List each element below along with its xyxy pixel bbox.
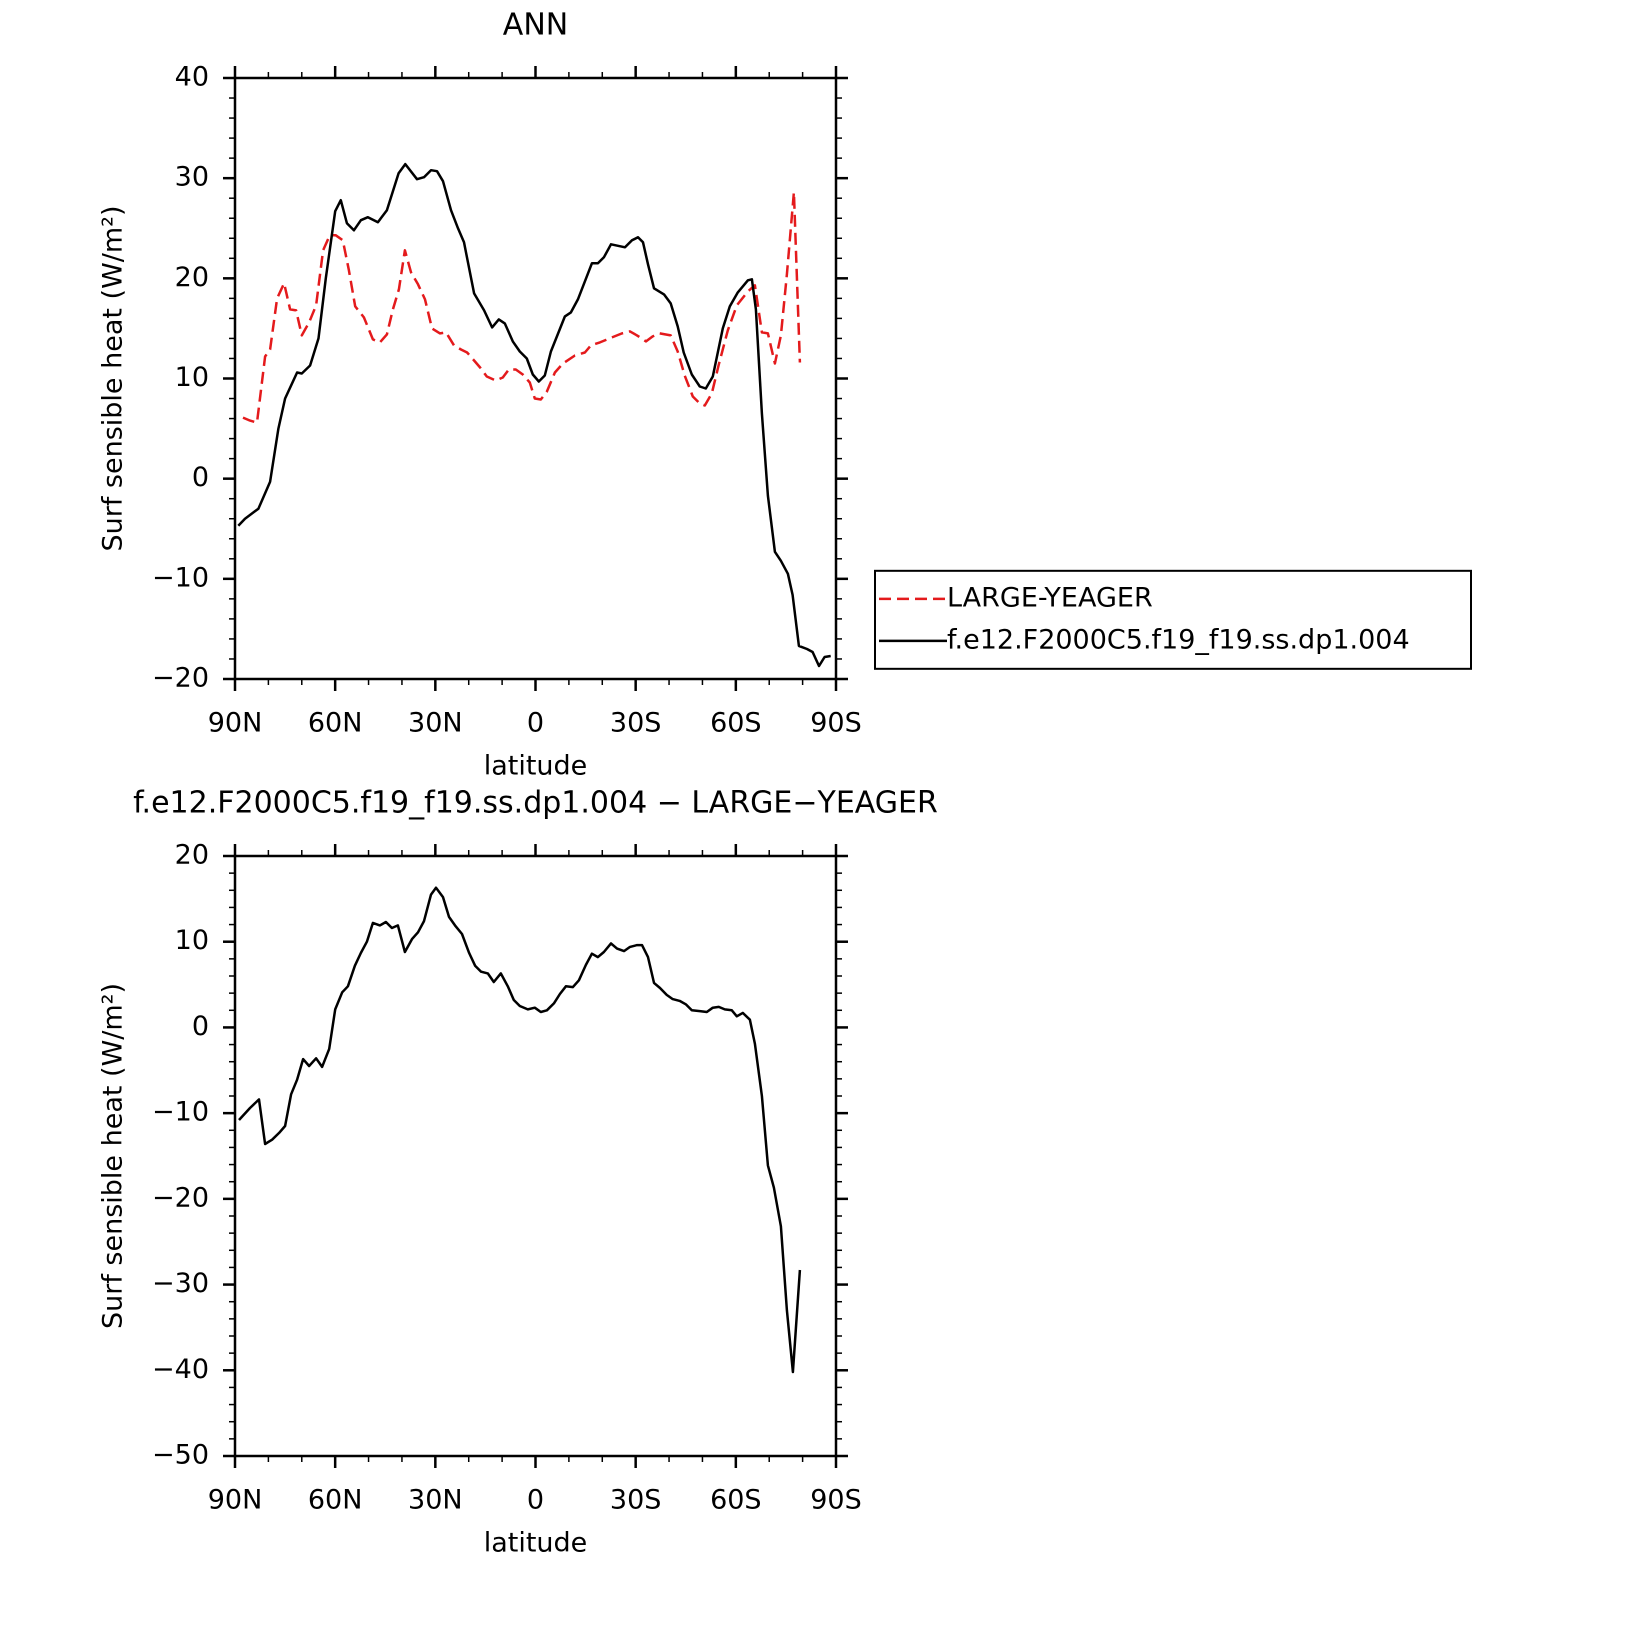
y-tick-label: −10	[152, 562, 209, 593]
data-line	[237, 162, 831, 668]
x-tick-label: 60N	[308, 708, 363, 739]
x-tick-label: 60S	[710, 1485, 762, 1516]
x-tick-label: 60S	[710, 708, 762, 739]
x-tick-label: 60N	[308, 1485, 363, 1516]
y-tick-label: 10	[175, 362, 209, 393]
y-tick-label: −20	[152, 1182, 209, 1213]
chart-title: ANN	[503, 8, 568, 43]
y-tick-label: −50	[152, 1440, 209, 1471]
y-tick-label: 10	[175, 925, 209, 956]
y-tick-label: 20	[175, 262, 209, 293]
data-line	[242, 190, 802, 424]
plot-frame	[233, 854, 838, 1458]
x-tick-label: 90S	[810, 1485, 862, 1516]
x-tick-label: 0	[527, 708, 544, 739]
y-tick-label: −10	[152, 1097, 209, 1128]
x-tick-label: 90N	[208, 1485, 263, 1516]
legend-label: LARGE-YEAGER	[947, 582, 1153, 613]
y-tick-label: 0	[192, 1011, 209, 1042]
legend-label: f.e12.F2000C5.f19_f19.ss.dp1.004	[947, 624, 1410, 655]
x-tick-label: 0	[527, 1485, 544, 1516]
y-tick-label: −20	[152, 663, 209, 694]
x-tick-label: 30N	[408, 708, 463, 739]
y-tick-label: −30	[152, 1268, 209, 1299]
x-axis-label: latitude	[484, 751, 588, 782]
x-tick-label: 30S	[610, 708, 662, 739]
y-axis-label: Surf sensible heat (W/m²)	[98, 983, 129, 1329]
x-axis-label: latitude	[484, 1528, 588, 1559]
chart-title: f.e12.F2000C5.f19_f19.ss.dp1.004 − LARGE…	[133, 786, 938, 821]
legend-box	[874, 569, 1472, 670]
x-tick-label: 30N	[408, 1485, 463, 1516]
x-tick-label: 90S	[810, 708, 862, 739]
x-tick-label: 90N	[208, 708, 263, 739]
y-tick-label: 20	[175, 840, 209, 871]
x-tick-label: 30S	[610, 1485, 662, 1516]
data-line	[238, 886, 802, 1374]
y-tick-label: 30	[175, 162, 209, 193]
y-tick-label: −40	[152, 1354, 209, 1385]
y-tick-label: 40	[175, 62, 209, 93]
y-axis-label: Surf sensible heat (W/m²)	[98, 205, 129, 551]
y-tick-label: 0	[192, 462, 209, 493]
